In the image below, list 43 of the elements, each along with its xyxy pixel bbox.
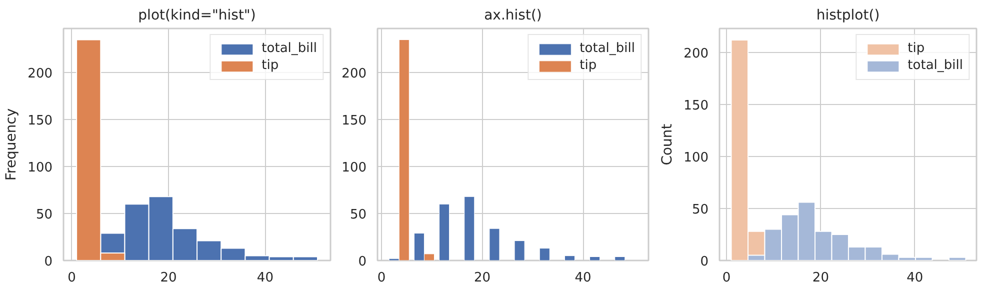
y-axis-title: Frequency — [4, 108, 20, 181]
y-tick-label: 200 — [684, 46, 709, 62]
legend-label: tip — [908, 41, 926, 56]
x-tick-label: 40 — [906, 270, 924, 284]
x-tick-label: 20 — [812, 270, 829, 284]
legend-label: total_bill — [262, 41, 317, 56]
x-tick-label: 40 — [256, 270, 274, 284]
bar — [489, 228, 500, 260]
y-tick-label: 100 — [684, 150, 709, 166]
x-tick-label: 0 — [722, 270, 731, 284]
y-tick-label: 100 — [28, 160, 53, 176]
y-tick-label: 150 — [28, 114, 53, 129]
y-tick-label: 0 — [700, 254, 709, 270]
bar — [539, 248, 550, 260]
legend-label: total_bill — [580, 41, 635, 56]
bar — [464, 196, 475, 260]
chart-title: plot(kind="hist") — [138, 8, 256, 24]
bar — [564, 256, 575, 260]
x-tick-label: 40 — [574, 270, 592, 284]
legend-label: total_bill — [908, 58, 963, 73]
y-tick-label: 50 — [692, 202, 709, 218]
y-tick-label: 100 — [342, 160, 367, 176]
y-tick-label: 200 — [342, 66, 367, 82]
x-tick-label: 20 — [474, 270, 491, 284]
x-tick-label: 0 — [377, 270, 386, 284]
x-tick-label: 0 — [68, 270, 76, 284]
x-tick-label: 20 — [160, 270, 177, 284]
y-tick-label: 150 — [684, 98, 709, 114]
legend-label: tip — [580, 58, 598, 73]
bar — [439, 204, 450, 260]
y-tick-label: 150 — [342, 114, 367, 129]
chart-title: ax.hist() — [484, 8, 542, 24]
y-tick-label: 0 — [44, 254, 53, 270]
legend-label: tip — [262, 58, 280, 73]
bar — [590, 256, 600, 260]
y-tick-label: 0 — [358, 254, 367, 270]
chart-title: histplot() — [816, 8, 880, 24]
y-axis-title: Count — [660, 123, 676, 166]
y-tick-label: 50 — [350, 208, 367, 223]
y-tick-label: 200 — [28, 66, 53, 82]
bar — [614, 256, 626, 260]
bar — [514, 240, 525, 260]
y-tick-label: 50 — [36, 208, 53, 223]
